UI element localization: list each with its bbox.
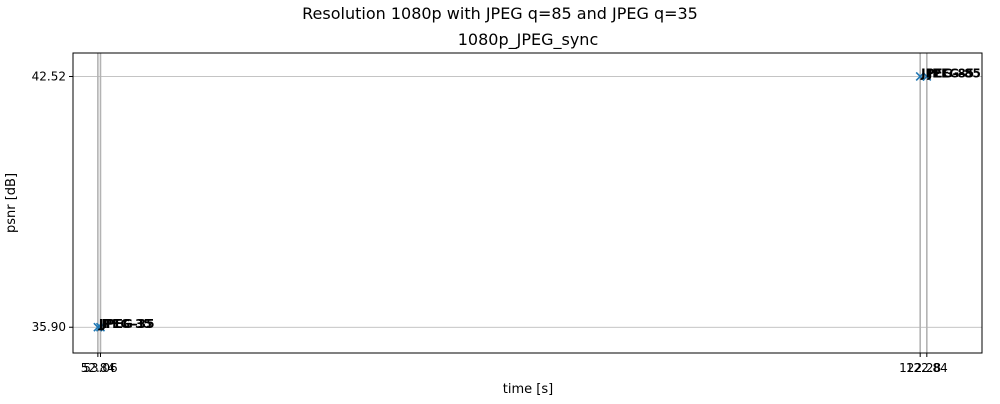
y-tick-label: 42.52	[32, 69, 66, 83]
y-axis-label: psnr [dB]	[4, 173, 19, 233]
data-point	[915, 71, 925, 82]
y-axis-ticks: 35.90 42.52	[32, 69, 73, 334]
data-marks	[93, 71, 932, 332]
figure-suptitle: Resolution 1080p with JPEG q=85 and JPEG…	[302, 4, 698, 23]
grid-lines	[73, 76, 982, 328]
plot-area	[73, 53, 982, 353]
point-label: JPEG-35	[98, 317, 152, 331]
x-tick-label: 122.84	[906, 361, 948, 375]
vertical-lines	[97, 53, 928, 353]
data-point	[922, 71, 932, 82]
plot-border	[72, 52, 983, 354]
point-label: JPEG-85	[927, 66, 981, 80]
x-tick-label: 52.84	[81, 361, 115, 375]
point-label: JPEG-35	[100, 317, 154, 331]
data-point	[95, 322, 106, 332]
point-label: JPEG-85	[920, 66, 974, 80]
x-tick-label: 122.28	[899, 361, 941, 375]
y-tick-label: 35.90	[32, 320, 66, 334]
chart-title: 1080p_JPEG_sync	[458, 30, 599, 50]
x-axis-label: time [s]	[503, 382, 553, 397]
x-tick-label: 53.06	[83, 361, 117, 375]
data-point	[93, 322, 103, 332]
